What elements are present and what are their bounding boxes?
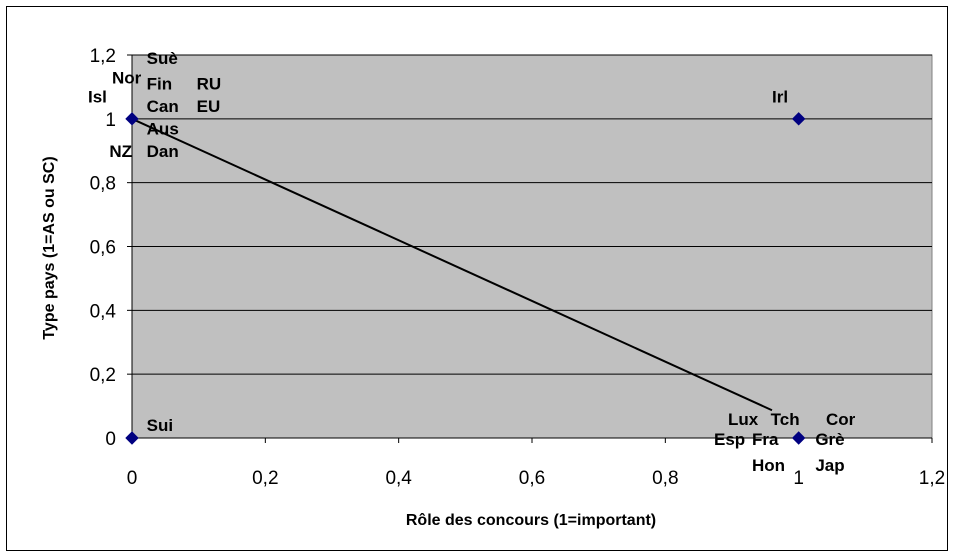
point-labels: Suè Nor Fin RU Isl Can EU Aus NZ Dan Irl Sui Lux Tch C… [88, 49, 856, 475]
y-axis-title: Type pays (1=AS ou SC) [41, 156, 58, 339]
point-label: Cor [826, 410, 856, 429]
y-tick-label: 0 [105, 429, 116, 450]
y-tick-label: 1 [105, 110, 116, 131]
trendline [131, 117, 773, 412]
point-label: Nor [112, 68, 142, 87]
y-tick-label: 1,2 [90, 46, 116, 67]
y-tick-label: 0,8 [90, 174, 116, 195]
point-label: Irl [772, 87, 788, 106]
x-tick-label: 0,8 [652, 468, 678, 489]
x-tick-label: 0 [127, 468, 138, 489]
data-point-marker [791, 431, 806, 445]
data-point-marker [125, 431, 139, 445]
x-axis-title: Rôle des concours (1=important) [406, 512, 656, 529]
x-tick-label: 0,2 [252, 468, 278, 489]
point-label: Can [147, 97, 179, 116]
point-label: Dan [147, 142, 179, 161]
x-tick-label: 1,2 [919, 468, 945, 489]
data-points [125, 112, 806, 445]
point-label: RU [197, 75, 222, 94]
point-label: Lux [728, 410, 759, 429]
y-tick-labels: 0 0,2 0,4 0,6 0,8 1 1,2 [90, 46, 117, 450]
point-label: Tch [771, 410, 800, 429]
point-label: Jap [815, 456, 844, 475]
x-tick-label: 0,4 [385, 468, 412, 489]
data-point-marker [791, 112, 806, 126]
point-label: Suè [147, 49, 178, 68]
point-label: Sui [147, 416, 173, 435]
point-label: Fin [147, 75, 173, 94]
point-label: Fra [752, 430, 779, 449]
x-tick-label: 1 [793, 468, 804, 489]
y-tick-label: 0,2 [90, 365, 116, 386]
x-tick-label: 0,6 [519, 468, 545, 489]
data-point-marker [125, 112, 139, 126]
y-tick-label: 0,6 [90, 238, 116, 259]
point-label: Isl [88, 87, 107, 106]
point-label: Aus [147, 119, 179, 138]
x-tick-labels: 0 0,2 0,4 0,6 0,8 1 1,2 [127, 468, 946, 489]
point-label: EU [197, 97, 221, 116]
y-tick-label: 0,4 [90, 301, 117, 322]
point-label: Hon [752, 456, 785, 475]
point-label: NZ [109, 142, 132, 161]
trendline-group [131, 117, 773, 412]
point-label: Grè [815, 430, 844, 449]
point-label: Esp [714, 430, 745, 449]
